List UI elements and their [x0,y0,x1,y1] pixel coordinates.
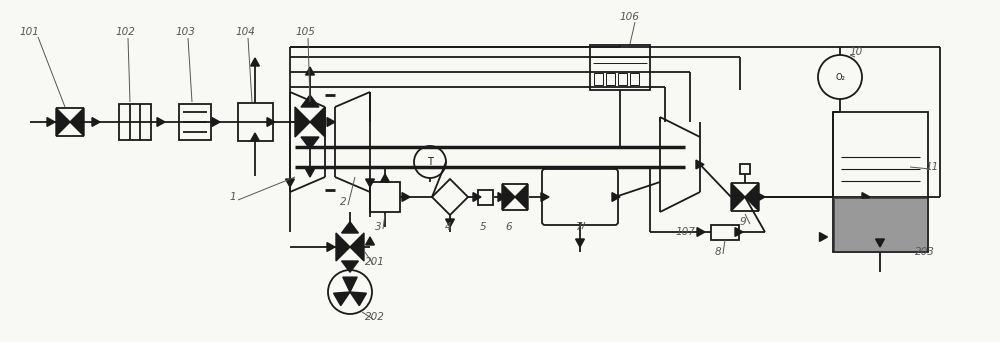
Polygon shape [310,107,325,137]
Text: 201: 201 [365,257,385,267]
Polygon shape [336,233,350,261]
Polygon shape [327,242,335,251]
Text: 202: 202 [365,312,385,322]
Polygon shape [306,169,314,177]
Text: 103: 103 [175,27,195,37]
Polygon shape [251,58,259,66]
Text: 102: 102 [115,27,135,37]
Bar [594,73,603,84]
Text: 11: 11 [925,162,938,172]
Polygon shape [820,233,828,241]
Bar [119,104,151,140]
Polygon shape [267,118,275,127]
Text: 101: 101 [20,27,40,37]
Polygon shape [862,193,870,201]
Text: O₂: O₂ [835,73,845,81]
Polygon shape [342,261,358,272]
Polygon shape [56,108,70,136]
Polygon shape [301,95,319,107]
Polygon shape [92,118,100,127]
Polygon shape [343,277,357,292]
Bar [834,198,926,251]
Bar [711,224,739,239]
Polygon shape [157,118,165,127]
Polygon shape [446,219,454,227]
Text: 104: 104 [235,27,255,37]
Polygon shape [366,179,374,187]
Polygon shape [350,292,366,306]
Text: 8: 8 [715,247,722,257]
Polygon shape [334,292,350,306]
Polygon shape [731,183,745,211]
Polygon shape [612,193,620,201]
Bar [630,73,639,84]
Polygon shape [515,184,528,210]
Polygon shape [350,233,364,261]
Bar [370,182,400,212]
Bar [238,103,272,141]
Polygon shape [696,160,704,169]
Text: T: T [427,157,433,167]
Polygon shape [301,137,319,149]
Polygon shape [402,193,410,201]
Text: 10: 10 [850,47,863,57]
Polygon shape [735,227,743,236]
Text: 7: 7 [575,222,582,232]
Polygon shape [286,179,294,187]
Text: 9: 9 [740,217,747,227]
Polygon shape [757,193,765,201]
Polygon shape [541,193,549,201]
Polygon shape [576,239,584,247]
Polygon shape [306,67,314,75]
Polygon shape [342,222,358,233]
Text: 107: 107 [675,227,695,237]
Polygon shape [327,118,335,127]
Bar [590,44,650,90]
Text: 105: 105 [295,27,315,37]
Polygon shape [212,118,220,127]
Bar [618,73,627,84]
Text: 3: 3 [375,222,382,232]
Text: 2: 2 [340,197,347,207]
Polygon shape [47,118,55,127]
Bar [478,189,492,205]
Polygon shape [473,193,481,201]
Polygon shape [381,174,389,182]
Polygon shape [876,239,884,247]
Polygon shape [697,227,705,236]
Text: 203: 203 [915,247,935,257]
Bar [740,164,750,174]
Text: 4: 4 [445,222,452,232]
Text: 106: 106 [620,12,640,22]
Polygon shape [70,108,84,136]
Text: 5: 5 [480,222,487,232]
Polygon shape [498,193,506,201]
Bar [832,112,928,252]
Bar [179,104,211,140]
Polygon shape [295,107,310,137]
Polygon shape [502,184,515,210]
Text: 6: 6 [505,222,512,232]
Bar [606,73,615,84]
Polygon shape [251,133,259,141]
Polygon shape [366,237,374,245]
Text: 1: 1 [230,192,237,202]
Polygon shape [745,183,759,211]
